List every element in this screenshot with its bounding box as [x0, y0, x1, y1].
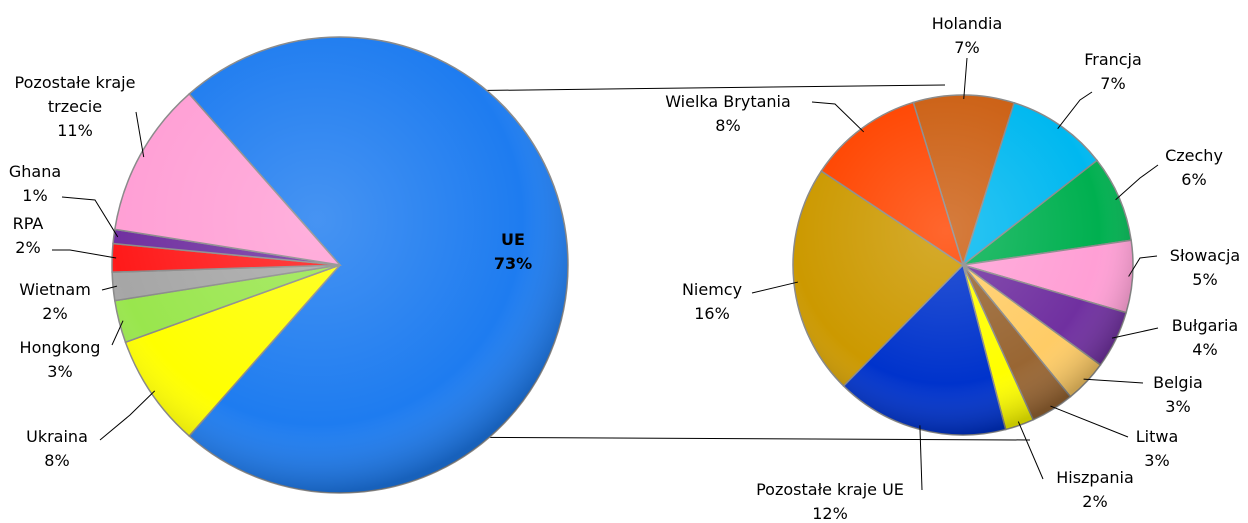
slice-label: Litwa 3% — [1136, 425, 1179, 473]
slice-value-label: 16% — [694, 304, 730, 323]
slice-name: Wielka Brytania — [665, 92, 791, 111]
slice-label: Hiszpania 2% — [1056, 466, 1134, 514]
slice-value-label: 2% — [1082, 492, 1108, 511]
slice-value-label: 3% — [1144, 451, 1170, 470]
slice-label: Czechy 6% — [1165, 144, 1223, 192]
slice-name: Czechy — [1165, 146, 1223, 165]
slice-label: Holandia 7% — [932, 12, 1003, 60]
slice-label: Niemcy 16% — [682, 278, 742, 326]
leader-line — [963, 57, 968, 100]
slice-name: Holandia — [931, 14, 1003, 33]
leader-line — [99, 390, 156, 441]
slice-name: Litwa — [1135, 427, 1179, 446]
leader-line — [111, 320, 124, 346]
slice-value-label: 3% — [1165, 397, 1191, 416]
leader-line — [751, 281, 798, 294]
slice-value-label: 6% — [1181, 170, 1207, 189]
slice-label: Słowacja 5% — [1170, 244, 1240, 292]
leader-line — [919, 425, 923, 491]
slice-label: Wielka Brytania 8% — [665, 90, 791, 138]
leader-line — [52, 249, 117, 259]
slice-label: Ghana 1% — [9, 160, 61, 208]
leader-line — [1057, 91, 1093, 129]
slice-name: Pozostałe kraje UE — [756, 480, 904, 499]
slice-label: RPA 2% — [13, 212, 44, 260]
slice-name: Ukraina — [26, 427, 88, 446]
slice-name: Ghana — [8, 162, 62, 181]
slice-name: Hongkong — [19, 338, 101, 357]
slice-label: Ukraina 8% — [26, 425, 88, 473]
leader-line — [1083, 378, 1144, 384]
slice-name: Bułgaria — [1171, 316, 1239, 335]
slice-label: UE 73% — [494, 228, 532, 276]
slice-name: Niemcy — [681, 280, 743, 299]
slice-value-label: 4% — [1192, 340, 1218, 359]
slice-label: Bułgaria 4% — [1172, 314, 1238, 362]
slice-value-label: 3% — [47, 362, 73, 381]
slice-name: Wietnam — [19, 280, 91, 299]
slice-label: Hongkong 3% — [20, 336, 101, 384]
slice-label: Belgia 3% — [1153, 371, 1203, 419]
slice-name: Słowacja — [1169, 246, 1241, 265]
slice-name: RPA — [12, 214, 44, 233]
slice-value-label: 8% — [44, 451, 70, 470]
slice-name: Hiszpania — [1056, 468, 1134, 487]
slice-value-label: 2% — [15, 238, 41, 257]
slice-value-label: 73% — [493, 254, 533, 273]
slice-value-label: 11% — [57, 121, 93, 140]
slice-label: Pozostałe kraje trzecie 11% — [10, 71, 140, 143]
slice-value-label: 2% — [42, 304, 68, 323]
slice-value-label: 7% — [1100, 74, 1126, 93]
slice-label: Pozostałe kraje UE 12% — [756, 478, 904, 523]
slice-value-label: 5% — [1192, 270, 1218, 289]
slice-value-label: 7% — [954, 38, 980, 57]
slice-label: Wietnam 2% — [19, 278, 91, 326]
leader-line — [61, 196, 119, 238]
slice-name: Francja — [1084, 50, 1142, 69]
slice-name: Belgia — [1153, 373, 1203, 392]
slice-name: Pozostałe kraje trzecie — [14, 73, 136, 116]
leader-line — [1050, 405, 1129, 438]
slice-value-label: 1% — [22, 186, 48, 205]
leader-line — [1115, 164, 1159, 201]
slice-label: Francja 7% — [1084, 48, 1142, 96]
leader-line — [811, 101, 865, 133]
slice-name: UE — [501, 230, 525, 249]
slice-value-label: 8% — [715, 116, 741, 135]
leader-line — [1017, 421, 1044, 480]
slice-value-label: 12% — [812, 504, 848, 523]
